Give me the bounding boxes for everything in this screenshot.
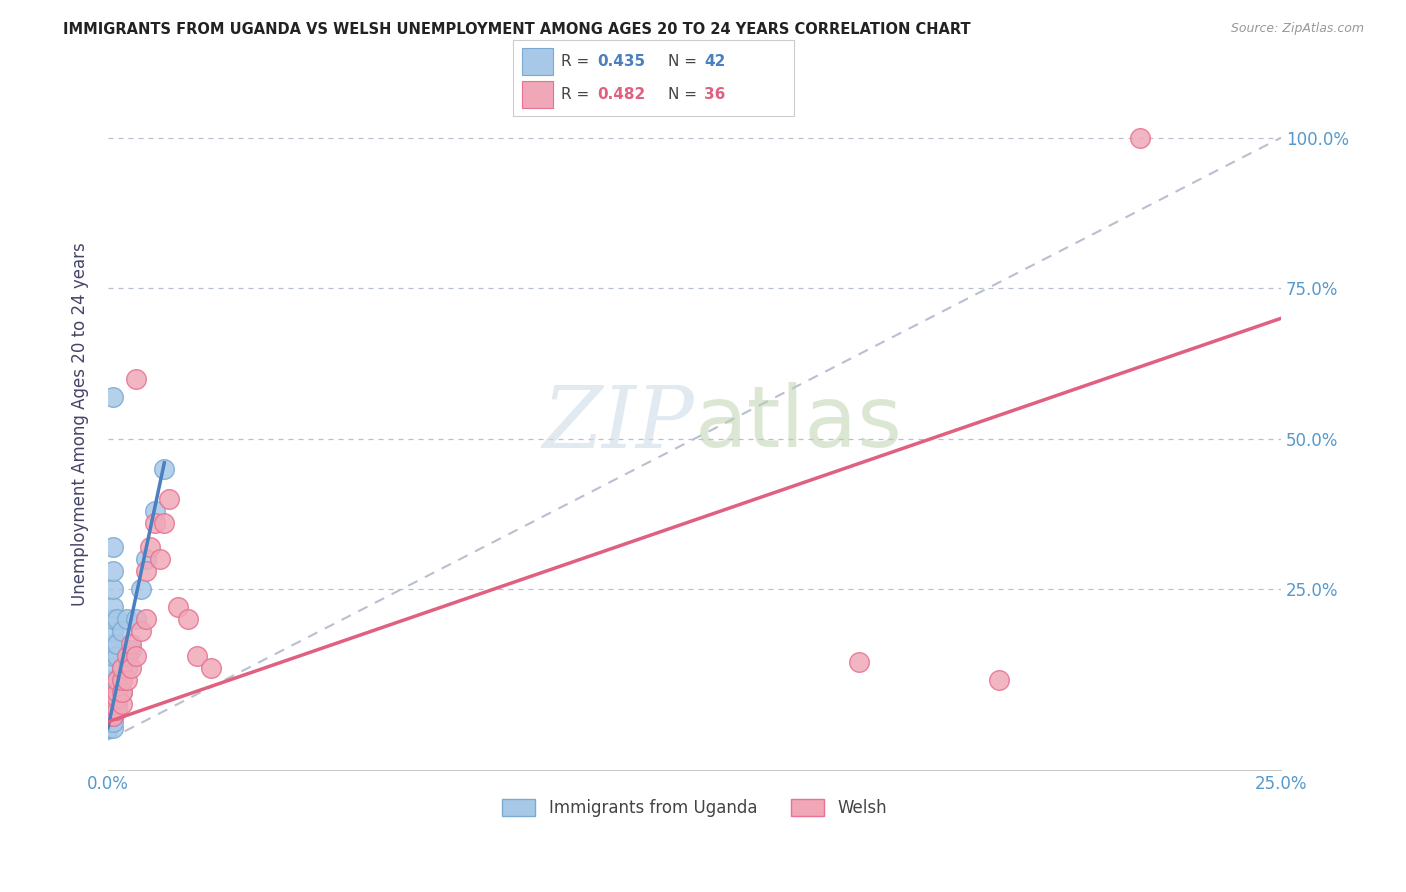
Text: IMMIGRANTS FROM UGANDA VS WELSH UNEMPLOYMENT AMONG AGES 20 TO 24 YEARS CORRELATI: IMMIGRANTS FROM UGANDA VS WELSH UNEMPLOY…: [63, 22, 972, 37]
Point: [101, 684, 124, 698]
Point: [988, 673, 1011, 687]
Point: [105, 697, 128, 711]
Point: [105, 684, 128, 698]
Point: [105, 673, 128, 687]
Point: [101, 612, 124, 626]
Point: [177, 612, 200, 626]
Point: [135, 552, 157, 566]
Point: [97, 703, 120, 717]
Point: [101, 714, 124, 729]
Text: ZIP: ZIP: [543, 383, 695, 465]
Point: [101, 673, 124, 687]
Point: [115, 660, 138, 674]
Point: [115, 673, 138, 687]
Point: [105, 636, 128, 650]
Point: [101, 600, 124, 615]
Text: R =: R =: [561, 87, 595, 103]
Point: [111, 684, 134, 698]
Text: R =: R =: [561, 54, 595, 69]
Point: [125, 612, 148, 626]
Text: 0.482: 0.482: [598, 87, 645, 103]
Point: [101, 390, 124, 404]
Point: [111, 697, 134, 711]
Text: N =: N =: [668, 87, 702, 103]
Point: [105, 690, 128, 705]
Point: [101, 564, 124, 578]
Point: [149, 552, 172, 566]
Point: [105, 703, 128, 717]
Text: 36: 36: [704, 87, 725, 103]
Point: [125, 648, 148, 663]
Point: [125, 371, 148, 385]
Point: [97, 697, 120, 711]
Point: [1129, 130, 1152, 145]
Point: [97, 684, 120, 698]
Point: [111, 673, 134, 687]
Point: [111, 660, 134, 674]
Point: [135, 612, 157, 626]
Point: [101, 690, 124, 705]
Point: [200, 660, 222, 674]
Point: [848, 655, 870, 669]
Point: [97, 703, 120, 717]
Point: [101, 636, 124, 650]
Text: Source: ZipAtlas.com: Source: ZipAtlas.com: [1230, 22, 1364, 36]
Point: [101, 708, 124, 723]
Point: [97, 697, 120, 711]
Point: [97, 721, 120, 735]
Bar: [522, 81, 553, 109]
Point: [101, 690, 124, 705]
Point: [115, 648, 138, 663]
Point: [115, 612, 138, 626]
Point: [101, 697, 124, 711]
Point: [101, 679, 124, 693]
Point: [129, 624, 152, 639]
Point: [101, 703, 124, 717]
Point: [105, 612, 128, 626]
Point: [97, 708, 120, 723]
Point: [101, 708, 124, 723]
Point: [105, 684, 128, 698]
Text: atlas: atlas: [695, 382, 903, 466]
Point: [120, 660, 142, 674]
Point: [101, 624, 124, 639]
Point: [143, 504, 166, 518]
Point: [135, 564, 157, 578]
Point: [167, 600, 190, 615]
Point: [101, 582, 124, 597]
Point: [105, 673, 128, 687]
Point: [143, 516, 166, 530]
Point: [111, 684, 134, 698]
Point: [129, 582, 152, 597]
Point: [101, 660, 124, 674]
Point: [157, 491, 180, 506]
Point: [101, 648, 124, 663]
Point: [111, 660, 134, 674]
Point: [186, 648, 208, 663]
Point: [97, 708, 120, 723]
Text: N =: N =: [668, 54, 702, 69]
Point: [153, 462, 176, 476]
Text: 0.435: 0.435: [598, 54, 645, 69]
Point: [101, 703, 124, 717]
Point: [153, 516, 176, 530]
Point: [120, 636, 142, 650]
Point: [105, 648, 128, 663]
Y-axis label: Unemployment Among Ages 20 to 24 years: Unemployment Among Ages 20 to 24 years: [72, 242, 89, 606]
Bar: [522, 47, 553, 75]
Legend: Immigrants from Uganda, Welsh: Immigrants from Uganda, Welsh: [495, 792, 894, 824]
Point: [97, 714, 120, 729]
Point: [139, 540, 162, 554]
Point: [120, 642, 142, 657]
Text: 42: 42: [704, 54, 725, 69]
Point: [101, 721, 124, 735]
Point: [101, 697, 124, 711]
Point: [111, 624, 134, 639]
Point: [101, 540, 124, 554]
